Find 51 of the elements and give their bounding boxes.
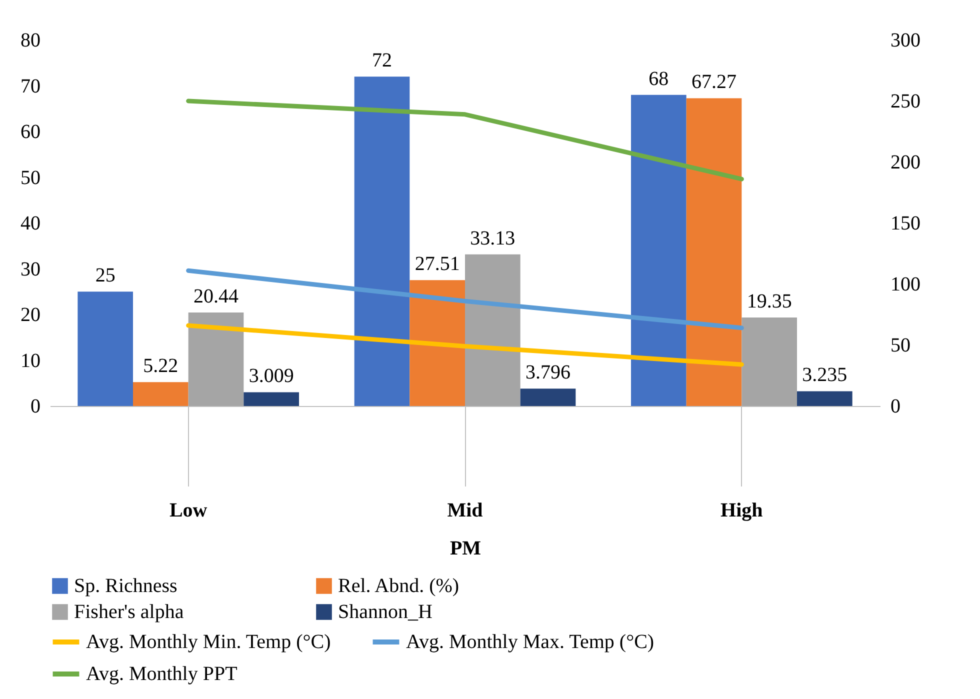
bar [78,292,133,406]
data-label: 3.796 [526,362,570,384]
y2-tick-label: 50 [890,334,910,356]
legend-label: Avg. Monthly Max. Temp (°C) [406,631,654,653]
y2-tick-label: 0 [890,396,900,418]
legend-label: Shannon_H [338,601,432,623]
x-tick-label: High [720,500,763,522]
legend-label: Avg. Monthly PPT [86,663,238,685]
data-label: 20.44 [194,285,238,308]
y-tick-label: 70 [20,75,40,98]
y-tick-label: 80 [20,30,40,52]
y-tick-label: 20 [20,304,40,326]
y2-tick-label: 200 [890,152,920,174]
y-tick-label: 60 [20,121,40,143]
y-tick-label: 10 [20,350,40,372]
data-label: 5.22 [143,355,178,378]
bar [465,254,520,406]
data-label: 3.009 [248,365,294,388]
data-label: 27.51 [414,253,460,276]
y-tick-label: 50 [20,166,40,189]
y2-tick-label: 150 [890,212,920,234]
bar [133,382,188,406]
data-label: 3.235 [802,364,848,386]
bar [244,392,299,406]
data-label: 68 [648,68,669,90]
legend-label: Rel. Abnd. (%) [338,575,460,597]
y2-tick-label: 100 [890,274,920,296]
bar [520,388,576,406]
legend-label: Sp. Richness [74,575,178,597]
x-tick-label: Mid [447,500,483,522]
bar [631,94,686,406]
data-label: 25 [95,264,116,287]
legend-label: Fisher's alpha [74,601,184,623]
bar [354,76,410,406]
bar [797,391,852,406]
bar [410,280,465,406]
data-label: 33.13 [470,227,516,250]
legend-label: Avg. Monthly Min. Temp (°C) [86,631,331,653]
data-label: 19.35 [746,290,792,312]
x-axis-title: PM [450,538,482,560]
y2-tick-label: 300 [890,30,920,52]
y-tick-label: 40 [20,212,40,234]
bar [188,312,244,406]
y2-tick-label: 250 [890,90,920,112]
data-label: 72 [372,50,392,72]
x-tick-label: Low [169,500,208,522]
y-tick-label: 30 [20,258,40,280]
y-tick-label: 0 [30,396,40,418]
bar [686,98,742,406]
data-label: 67.27 [692,71,736,94]
bar [742,317,797,406]
